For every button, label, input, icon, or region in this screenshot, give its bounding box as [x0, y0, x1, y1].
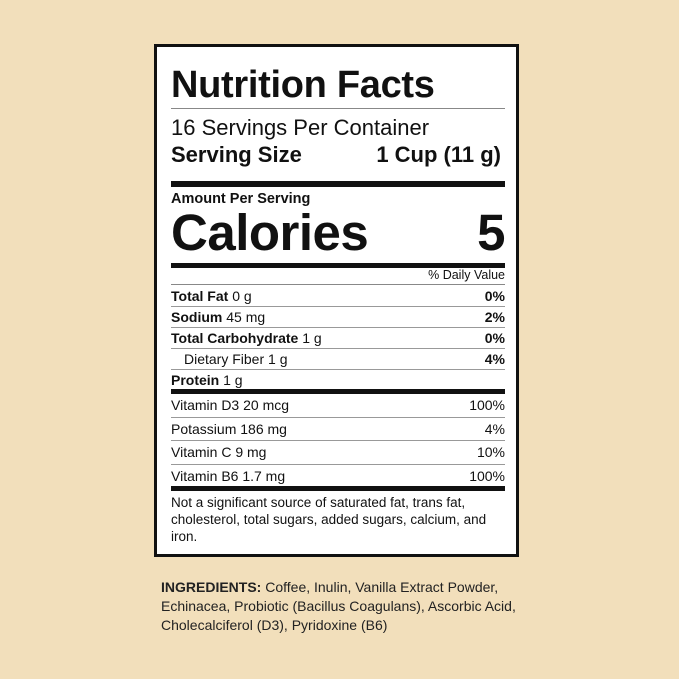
calories-label: Calories	[171, 204, 369, 261]
vitamin-dv: 100%	[469, 467, 505, 484]
nutrient-amount: 1 g	[302, 330, 322, 346]
vitamin-name: Potassium 186 mg	[171, 420, 287, 437]
nutrient-dv: 0%	[484, 330, 505, 346]
nutrient-amount: 1 g	[223, 372, 243, 388]
nutrient-amount: 0 g	[232, 288, 252, 304]
nutrient-name: Protein	[171, 372, 220, 388]
thick-divider	[171, 181, 505, 187]
thick-divider	[171, 389, 505, 394]
daily-value-header: % Daily Value	[428, 268, 505, 282]
nutrient-name: Total Carbohydrate	[171, 330, 299, 346]
vitamin-row: Vitamin D3 20 mcg 100%	[171, 394, 505, 418]
label-title: Nutrition Facts	[171, 64, 435, 106]
vitamin-row: Potassium 186 mg 4%	[171, 418, 505, 441]
calories-value: 5	[477, 204, 505, 261]
ingredients-heading: INGREDIENTS:	[161, 579, 262, 595]
vitamin-dv: 10%	[476, 444, 505, 460]
serving-size: Serving Size 1 Cup (11 g)	[171, 142, 505, 168]
footnote: Not a significant source of saturated fa…	[171, 495, 487, 544]
divider	[171, 108, 505, 109]
vitamin-list: Vitamin D3 20 mcg 100% Potassium 186 mg 4%…	[171, 394, 505, 487]
divider	[171, 284, 505, 285]
vitamin-dv: 4%	[484, 420, 505, 437]
vitamin-row: Vitamin C 9 mg 10%	[171, 441, 505, 465]
vitamin-name: Vitamin C 9 mg	[171, 444, 267, 460]
nutrient-row-dietary-fiber: Dietary Fiber 1 g 4%	[171, 349, 505, 370]
thick-divider	[171, 263, 505, 268]
vitamin-name: Vitamin D3 20 mcg	[171, 397, 290, 413]
nutrient-list: Total Fat 0 g 0% Sodium 45 mg 2% Total Car…	[171, 286, 505, 390]
vitamin-row: Vitamin B6 1.7 mg 100%	[171, 465, 505, 488]
nutrient-dv: 0%	[484, 288, 505, 304]
vitamin-name: Vitamin B6 1.7 mg	[171, 467, 286, 484]
thick-divider	[171, 486, 505, 491]
nutrient-row-protein: Protein 1 g	[171, 370, 505, 390]
nutrient-name: Sodium	[171, 309, 223, 325]
serving-size-label: Serving Size	[171, 142, 302, 167]
nutrient-name: Dietary Fiber	[184, 351, 265, 367]
nutrient-dv: 4%	[484, 351, 505, 367]
ingredients-text: Coffee, Inulin, Vanilla Extract Powder, …	[161, 579, 516, 633]
vitamin-dv: 100%	[469, 397, 505, 413]
servings-per-container: 16 Servings Per Container	[171, 115, 430, 140]
nutrient-row-sodium: Sodium 45 mg 2%	[171, 307, 505, 328]
nutrient-amount: 45 mg	[226, 309, 266, 325]
nutrient-row-total-fat: Total Fat 0 g 0%	[171, 286, 505, 307]
nutrition-facts-label: Nutrition Facts 16 Servings Per Containe…	[154, 44, 519, 557]
amount-per-serving: Amount Per Serving	[171, 191, 311, 207]
nutrient-amount: 1 g	[268, 351, 288, 367]
calories: Calories 5	[171, 205, 505, 261]
nutrient-row-total-carbohydrate: Total Carbohydrate 1 g 0%	[171, 328, 505, 349]
ingredients: INGREDIENTS: Coffee, Inulin, Vanilla Ext…	[161, 578, 541, 635]
serving-size-value: 1 Cup (11 g)	[376, 142, 501, 167]
nutrient-dv: 2%	[484, 309, 505, 325]
nutrient-name: Total Fat	[171, 288, 229, 304]
